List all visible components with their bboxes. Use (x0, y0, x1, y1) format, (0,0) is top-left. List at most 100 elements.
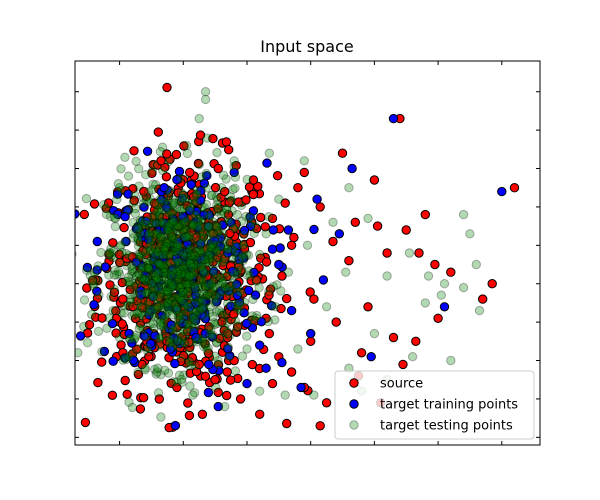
source-point (401, 225, 411, 235)
target-testing-point (196, 215, 206, 226)
target-testing-point (134, 323, 145, 334)
target-testing-point (197, 238, 207, 248)
target-testing-point (166, 283, 177, 293)
target-training-point (347, 163, 357, 174)
target-testing-point (161, 267, 171, 277)
target-testing-point (190, 322, 201, 332)
target-training-point (223, 344, 233, 354)
source-point (162, 149, 172, 159)
target-training-point (239, 308, 249, 318)
target-testing-point (193, 236, 203, 247)
target-testing-point (156, 218, 166, 229)
target-training-point (204, 279, 214, 289)
target-testing-point (136, 296, 146, 306)
legend-marker (349, 420, 359, 430)
target-testing-point (267, 301, 277, 311)
target-testing-point (144, 229, 154, 240)
target-testing-point (191, 287, 202, 297)
target-testing-point (168, 206, 178, 216)
target-testing-point (141, 247, 151, 257)
target-testing-point (140, 365, 150, 375)
target-testing-point (170, 198, 181, 208)
target-testing-point (114, 332, 125, 343)
source-point (282, 293, 292, 304)
target-testing-point (144, 258, 155, 268)
target-testing-point (185, 271, 195, 281)
target-testing-point (173, 248, 183, 258)
target-testing-point (106, 292, 116, 302)
target-training-point (120, 353, 130, 363)
target-testing-point (179, 203, 189, 214)
target-testing-point (178, 310, 189, 320)
target-testing-point (183, 300, 193, 310)
target-testing-point (88, 278, 98, 288)
target-testing-point (139, 288, 150, 298)
target-testing-point (178, 286, 188, 296)
source-point (185, 167, 195, 178)
target-testing-point (210, 282, 221, 292)
target-testing-point (220, 282, 230, 292)
target-testing-point (178, 326, 189, 336)
target-testing-point (112, 194, 122, 205)
target-testing-point (164, 332, 174, 343)
target-testing-point (176, 353, 187, 363)
target-training-point (203, 221, 214, 232)
target-testing-point (190, 316, 201, 326)
target-testing-point (176, 220, 186, 230)
target-testing-point (153, 294, 163, 304)
target-testing-point (151, 180, 161, 190)
target-testing-point (132, 271, 142, 281)
target-testing-point (153, 333, 164, 343)
target-testing-point (188, 318, 198, 328)
target-testing-point (199, 259, 210, 269)
target-testing-point (164, 156, 174, 167)
target-testing-point (191, 310, 201, 321)
target-testing-point (167, 292, 178, 302)
source-point (369, 175, 380, 185)
source-point (224, 145, 234, 155)
target-testing-point (176, 309, 186, 319)
target-testing-point (171, 271, 182, 281)
target-testing-point (159, 238, 169, 248)
target-testing-point (205, 330, 215, 340)
target-testing-point (195, 245, 205, 256)
target-testing-point (177, 247, 188, 258)
target-testing-point (173, 315, 184, 326)
target-testing-point (148, 309, 158, 319)
target-testing-point (185, 381, 195, 391)
target-testing-point (165, 334, 176, 344)
target-testing-point (75, 210, 77, 217)
target-testing-point (204, 249, 214, 260)
target-testing-point (164, 203, 174, 213)
target-testing-point (203, 281, 213, 291)
target-testing-point (237, 216, 247, 226)
target-testing-point (200, 254, 210, 265)
target-testing-point (190, 251, 200, 261)
target-testing-point (132, 287, 142, 297)
target-testing-point (101, 209, 112, 220)
target-testing-point (110, 213, 120, 223)
target-testing-point (138, 192, 149, 203)
source-point (184, 337, 194, 347)
target-testing-point (211, 337, 222, 347)
source-point (315, 202, 325, 212)
target-testing-point (185, 231, 195, 241)
target-training-point (146, 305, 157, 316)
target-training-point (186, 179, 197, 190)
source-point (430, 259, 440, 270)
target-testing-point (101, 203, 112, 214)
target-testing-point (328, 217, 338, 228)
target-testing-point (185, 259, 196, 269)
target-training-point (121, 236, 131, 247)
target-testing-point (228, 278, 238, 288)
target-testing-point (161, 292, 171, 302)
target-testing-point (201, 340, 211, 351)
target-testing-point (230, 240, 240, 251)
target-testing-point (183, 291, 194, 301)
target-testing-point (176, 197, 186, 207)
target-testing-point (264, 286, 274, 297)
target-testing-point (180, 195, 190, 206)
target-testing-point (167, 281, 177, 292)
target-testing-point (171, 242, 181, 252)
plot-frame (74, 60, 541, 446)
